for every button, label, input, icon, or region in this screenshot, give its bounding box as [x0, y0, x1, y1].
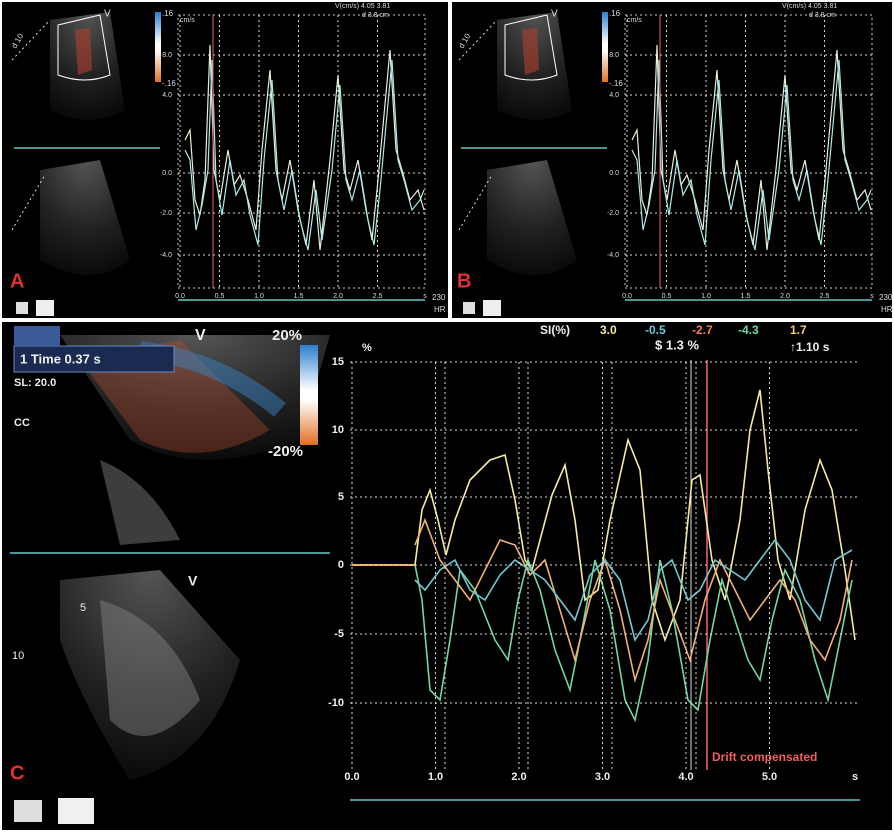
distance: d 3.8 cm	[362, 12, 389, 19]
panel-label: C	[10, 762, 24, 784]
scale-bottom: -20%	[268, 443, 303, 460]
x-tick-label: 0.0	[622, 293, 632, 300]
hr-label: HR	[881, 305, 893, 314]
color-scale	[602, 12, 608, 82]
y-tick-label: -2.0	[160, 210, 172, 217]
color-scale	[155, 12, 161, 82]
si-label: SI(%)	[540, 323, 570, 337]
v-marker: V	[195, 327, 206, 344]
unit: cm/s	[627, 17, 642, 24]
y-tick-label: 8.0	[609, 52, 619, 59]
distance: d 3.8 cm	[809, 12, 836, 19]
x-tick-label: 1.5	[741, 293, 751, 300]
y-tick-label: -4.0	[607, 252, 619, 259]
x-tick-label: s	[870, 293, 874, 300]
sector-scale-bottom: -.16	[162, 79, 176, 88]
color-scale	[300, 345, 318, 445]
color-roi	[522, 28, 539, 75]
y-tick-label: 0.0	[162, 170, 172, 177]
color-roi	[75, 28, 92, 75]
x-tick-label: 4.0	[678, 771, 693, 783]
depth-label: 5	[80, 602, 86, 614]
x-tick-label: 3.0	[595, 771, 610, 783]
y-tick-label: 5	[338, 491, 344, 503]
cc-label: CC	[14, 417, 30, 429]
y-tick-label: 8.0	[162, 52, 172, 59]
x-tick-label: 0.5	[662, 293, 672, 300]
si-value: -2.7	[692, 323, 713, 337]
panel-label: B	[457, 270, 471, 292]
y-tick-label: 15	[332, 356, 344, 368]
v-marker: V	[551, 9, 558, 20]
y-tick-label: -10	[328, 697, 344, 709]
x-tick-label: 1.5	[294, 293, 304, 300]
sector-scale-top: .16	[162, 9, 174, 18]
time-marker: ↑1.10 s	[790, 340, 830, 354]
hr-value: 230	[879, 293, 893, 302]
tool-icon[interactable]	[58, 798, 94, 824]
hr-value: 230	[432, 293, 446, 302]
y-tick-label: 4.0	[609, 92, 619, 99]
unit: %	[362, 342, 372, 354]
figure: .16-.16Vd 10A8.04.00.0-2.0-4.00.00.51.01…	[0, 0, 894, 832]
si-value: 3.0	[600, 323, 617, 337]
v-marker: V	[104, 9, 111, 20]
x-tick-label: 1.0	[254, 293, 264, 300]
tool-icon[interactable]	[463, 302, 475, 314]
unit: cm/s	[180, 17, 195, 24]
x-tick-label: s	[423, 293, 427, 300]
icon	[14, 326, 60, 346]
y-tick-label: 10	[332, 424, 344, 436]
x-tick-label: 1.0	[428, 771, 443, 783]
depth-label: 10	[12, 650, 24, 662]
x-tick-label: 0.0	[175, 293, 185, 300]
scale-top: 20%	[272, 327, 302, 344]
x-tick-label: 0.0	[344, 771, 359, 783]
sector-scale-top: .16	[609, 9, 621, 18]
si-value: 1.7	[790, 323, 807, 337]
si-value: -4.3	[738, 323, 759, 337]
x-tick-label: 5.0	[762, 771, 777, 783]
panel-label: A	[10, 270, 24, 292]
x-tick-label: 2.0	[780, 293, 790, 300]
y-tick-label: 0	[338, 559, 344, 571]
x-tick-label: 2.0	[333, 293, 343, 300]
v-marker: V	[188, 573, 198, 589]
readout: V(cm/s) 4.05 3.81	[782, 3, 837, 10]
x-tick-label: 2.5	[820, 293, 830, 300]
x-tick-label: 1.0	[701, 293, 711, 300]
y-tick-label: -2.0	[607, 210, 619, 217]
x-tick-label: 2.5	[373, 293, 383, 300]
tool-icon[interactable]	[36, 300, 54, 316]
si-value: -0.5	[645, 323, 666, 337]
x-tick-label: s	[852, 771, 858, 783]
time-box: 1 Time 0.37 s	[20, 351, 101, 366]
sector-scale-bottom: -.16	[609, 79, 623, 88]
mean-value: $ 1.3 %	[655, 337, 700, 352]
drift-note: Drift compensated	[712, 750, 817, 764]
y-tick-label: 0.0	[609, 170, 619, 177]
tool-icon[interactable]	[14, 800, 42, 822]
y-tick-label: -5	[334, 628, 344, 640]
tool-icon[interactable]	[483, 300, 501, 316]
hr-label: HR	[434, 305, 446, 314]
tool-icon[interactable]	[16, 302, 28, 314]
x-tick-label: 2.0	[511, 771, 526, 783]
sl-label: SL: 20.0	[14, 377, 56, 389]
y-tick-label: 4.0	[162, 92, 172, 99]
y-tick-label: -4.0	[160, 252, 172, 259]
readout: V(cm/s) 4.05 3.81	[335, 3, 390, 10]
x-tick-label: 0.5	[215, 293, 225, 300]
